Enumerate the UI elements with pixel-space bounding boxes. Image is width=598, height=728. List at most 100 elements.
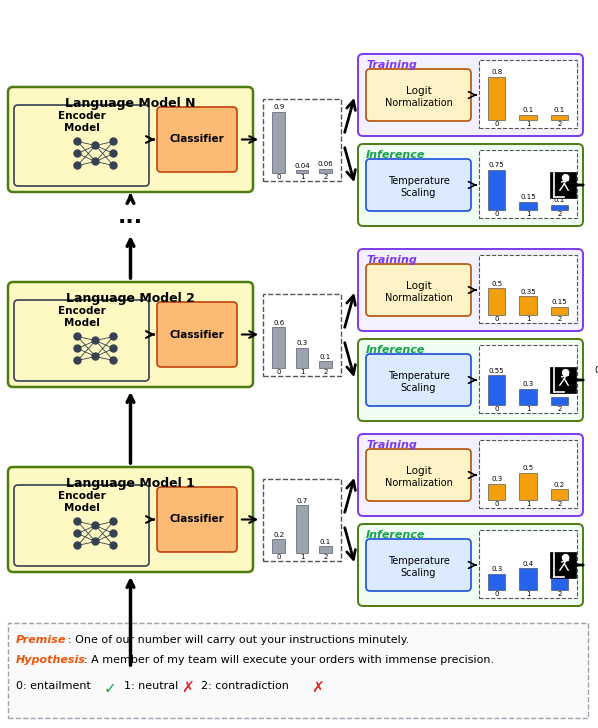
Text: 0.04: 0.04 [294,163,310,169]
Bar [319,546,332,553]
Text: 1: 1 [300,174,304,180]
FancyBboxPatch shape [358,144,583,226]
Text: ...: ... [118,207,143,227]
Text: : A member of my team will execute your orders with immense precision.: : A member of my team will execute your … [84,655,494,665]
Text: 0.2: 0.2 [273,532,284,538]
Circle shape [110,333,117,340]
Circle shape [74,542,81,549]
FancyBboxPatch shape [8,87,253,192]
Circle shape [92,522,99,529]
Text: Model: Model [63,123,99,133]
Bar [479,60,577,128]
Text: 0: 0 [495,501,499,507]
Text: 1: 1 [526,591,530,597]
Text: 2: 2 [557,406,562,412]
Text: 0.3: 0.3 [491,476,502,482]
Text: 0.15: 0.15 [551,299,567,306]
FancyBboxPatch shape [366,354,471,406]
Text: Encoder: Encoder [57,306,105,316]
Text: 2: 2 [557,591,562,597]
Circle shape [110,518,117,525]
FancyBboxPatch shape [8,282,253,387]
Bar [551,307,568,315]
Text: 1: 1 [300,554,304,560]
FancyBboxPatch shape [358,434,583,516]
Text: 0.3: 0.3 [297,340,307,346]
Text: Logit: Logit [405,466,431,476]
Text: Language Model 2: Language Model 2 [66,292,195,305]
Bar [295,347,309,368]
Bar [272,112,285,173]
Text: 0.2: 0.2 [554,482,565,488]
FancyBboxPatch shape [157,487,237,552]
Text: ✗: ✗ [181,681,194,696]
Circle shape [74,345,81,352]
FancyBboxPatch shape [366,449,471,501]
Text: 2: 2 [323,174,328,180]
Bar [479,345,577,413]
Text: 1: neutral: 1: neutral [124,681,178,691]
Text: 1: 1 [526,121,530,127]
Bar [550,552,576,578]
Text: 0.7: 0.7 [297,498,307,504]
Circle shape [74,162,81,169]
Bar [519,202,536,210]
Bar [551,397,568,405]
Bar [263,294,341,376]
Text: 0.1: 0.1 [320,354,331,360]
Text: Training: Training [366,440,417,450]
Text: 0: 0 [495,316,499,322]
Text: 2: contradiction: 2: contradiction [201,681,289,691]
Text: ✓: ✓ [104,681,117,696]
Text: 0.1: 0.1 [523,107,533,113]
Text: 0.5: 0.5 [491,280,502,287]
Circle shape [74,357,81,364]
Bar [479,150,577,218]
FancyBboxPatch shape [366,264,471,316]
Text: 0.6: 0.6 [273,320,284,325]
Text: Encoder: Encoder [57,111,105,121]
Text: Model: Model [63,503,99,513]
Circle shape [74,518,81,525]
Text: 0: 0 [276,174,281,180]
Text: 0.4: 0.4 [523,561,533,567]
Bar [319,169,332,173]
Bar [550,367,576,393]
Text: Training: Training [366,60,417,70]
Circle shape [110,150,117,157]
Text: Normalization: Normalization [385,293,453,303]
Text: Hypothesis: Hypothesis [16,655,86,665]
Text: Normalization: Normalization [385,478,453,488]
FancyBboxPatch shape [14,105,149,186]
Bar [551,574,568,590]
Text: Classifier: Classifier [170,515,224,524]
Bar [488,376,505,405]
Text: 0.55: 0.55 [489,368,505,373]
Text: Model: Model [63,318,99,328]
Bar [519,389,536,405]
FancyBboxPatch shape [366,539,471,591]
Text: Classifier: Classifier [170,135,224,144]
Text: 0: 0 [495,591,499,597]
Text: 2: 2 [557,316,562,322]
Text: 1: 1 [526,501,530,507]
FancyBboxPatch shape [14,485,149,566]
Bar [272,539,285,553]
Bar [488,170,505,210]
FancyBboxPatch shape [358,54,583,136]
Text: 0.55 > λ: 0.55 > λ [594,366,598,375]
Text: 0.3: 0.3 [523,381,533,387]
Text: 0.1: 0.1 [554,107,565,113]
Text: 0: 0 [495,211,499,217]
Text: 0.06: 0.06 [318,162,333,167]
Circle shape [92,142,99,149]
Circle shape [74,530,81,537]
Bar [8,623,588,718]
Bar [479,255,577,323]
Text: Inference: Inference [366,530,425,540]
Text: 0.15: 0.15 [520,194,536,200]
Bar [488,484,505,500]
Bar [519,569,536,590]
Text: 1: 1 [300,369,304,375]
Text: Premise: Premise [16,635,66,645]
